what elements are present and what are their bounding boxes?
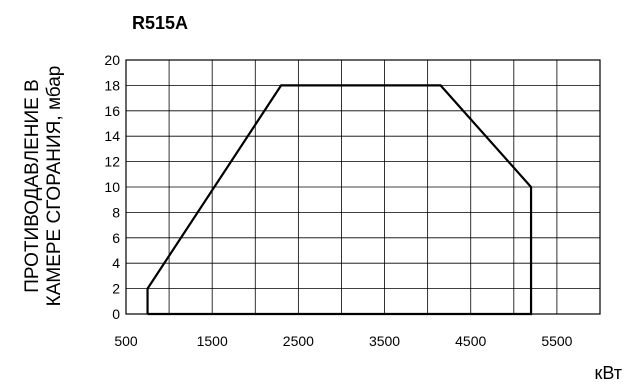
y-tick-label: 18 bbox=[104, 77, 120, 93]
y-tick-label: 12 bbox=[104, 154, 120, 170]
y-tick-label: 2 bbox=[112, 281, 120, 297]
y-tick-label: 16 bbox=[104, 103, 120, 119]
y-axis-label: ПРОТИВОДАВЛЕНИЕ В КАМЕРЕ СГОРАНИЯ, мбар bbox=[22, 66, 65, 307]
operating-range-line bbox=[146, 84, 533, 316]
y-tick-label: 0 bbox=[112, 306, 120, 322]
series-layer bbox=[146, 84, 533, 316]
y-axis-label-line-1: ПРОТИВОДАВЛЕНИЕ В bbox=[22, 79, 43, 293]
y-axis-ticks: 0 2 4 6 8 10 12 14 16 18 20 bbox=[104, 52, 120, 322]
x-tick-label: 4500 bbox=[455, 333, 486, 349]
x-tick-label: 3500 bbox=[369, 333, 400, 349]
y-tick-label: 6 bbox=[112, 230, 120, 246]
y-tick-label: 8 bbox=[112, 204, 120, 220]
y-tick-label: 20 bbox=[104, 52, 120, 68]
y-tick-label: 14 bbox=[104, 128, 120, 144]
y-tick-label: 10 bbox=[104, 179, 120, 195]
x-tick-label: 2500 bbox=[283, 333, 314, 349]
grid bbox=[125, 59, 601, 315]
x-axis-label: кВт bbox=[594, 363, 622, 383]
chart-title: R515A bbox=[132, 13, 188, 33]
x-tick-label: 1500 bbox=[197, 333, 228, 349]
x-tick-label: 500 bbox=[114, 333, 138, 349]
x-tick-label: 5500 bbox=[541, 333, 572, 349]
plot-frame bbox=[125, 59, 601, 315]
x-axis-ticks: 500 1500 2500 3500 4500 5500 bbox=[114, 333, 572, 349]
y-tick-label: 4 bbox=[112, 255, 120, 271]
y-axis-label-line-2: КАМЕРЕ СГОРАНИЯ, мбар bbox=[44, 66, 65, 307]
